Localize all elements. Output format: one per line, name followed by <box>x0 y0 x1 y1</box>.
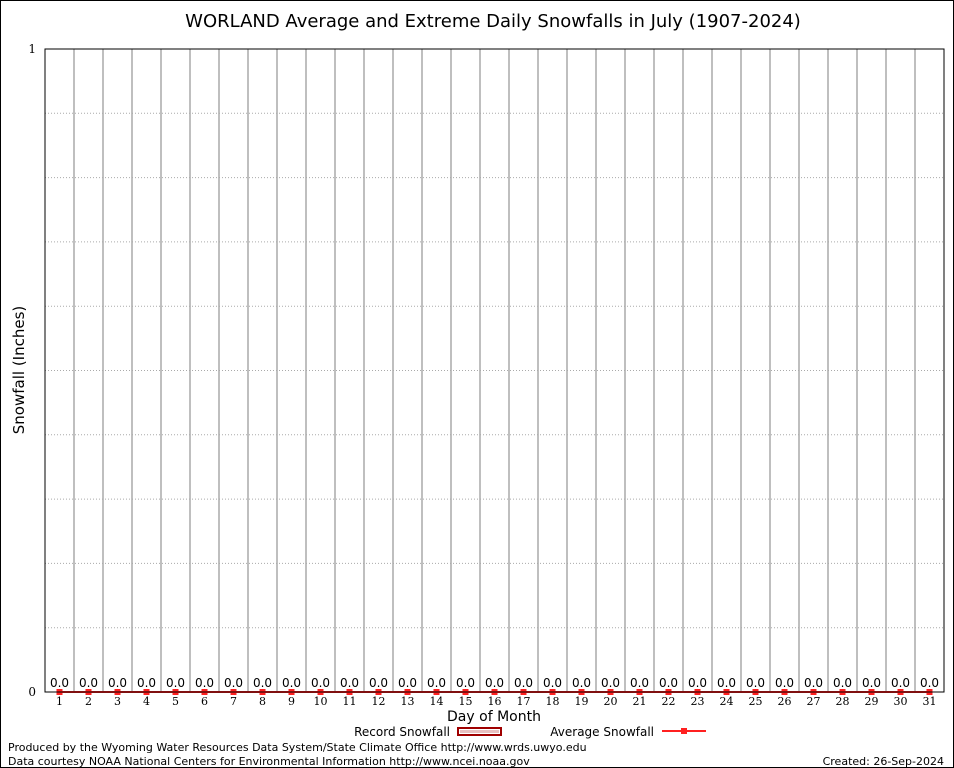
record-label: 0.0 <box>833 676 852 690</box>
x-axis-label: Day of Month <box>447 709 541 725</box>
x-tick-label: 14 <box>430 695 444 708</box>
record-label: 0.0 <box>862 676 881 690</box>
x-tick-label: 24 <box>720 695 734 708</box>
x-tick-label: 6 <box>201 695 208 708</box>
x-tick-label: 20 <box>604 695 618 708</box>
record-label: 0.0 <box>427 676 446 690</box>
x-tick-label: 16 <box>488 695 502 708</box>
x-tick-label: 26 <box>778 695 792 708</box>
record-label: 0.0 <box>108 676 127 690</box>
record-label: 0.0 <box>891 676 910 690</box>
data-labels: 0.0 0.0 0.0 0.0 0.0 0.0 0.0 0.0 0.0 0.0 0.0 0.0 0.0 0… <box>50 676 939 690</box>
x-tick-label: 4 <box>143 695 150 708</box>
legend-average-marker <box>681 728 687 734</box>
x-tick-label: 18 <box>546 695 560 708</box>
footer-courtesy: Data courtesy NOAA National Centers for … <box>8 755 530 768</box>
record-label: 0.0 <box>224 676 243 690</box>
x-tick-label: 28 <box>836 695 850 708</box>
x-tick-label: 27 <box>807 695 821 708</box>
x-tick-label: 8 <box>259 695 266 708</box>
x-ticks: 1 2 3 4 5 6 7 8 9 10 11 12 13 14 15 16 17 18 19 20 21 22 23 24 2… <box>56 695 937 708</box>
record-label: 0.0 <box>456 676 475 690</box>
record-label: 0.0 <box>311 676 330 690</box>
record-label: 0.0 <box>166 676 185 690</box>
x-tick-label: 2 <box>85 695 92 708</box>
x-tick-label: 5 <box>172 695 179 708</box>
record-label: 0.0 <box>79 676 98 690</box>
x-tick-label: 11 <box>343 695 357 708</box>
record-label: 0.0 <box>485 676 504 690</box>
y-axis-label: Snowfall (Inches) <box>10 306 28 434</box>
footer-created: Created: 26-Sep-2024 <box>823 755 944 768</box>
record-label: 0.0 <box>369 676 388 690</box>
record-label: 0.0 <box>804 676 823 690</box>
record-label: 0.0 <box>746 676 765 690</box>
y-tick-label: 1 <box>28 42 36 56</box>
legend-record-hatch <box>460 730 499 733</box>
legend: Record Snowfall Average Snowfall <box>354 725 706 739</box>
x-tick-label: 12 <box>372 695 386 708</box>
x-tick-label: 10 <box>314 695 328 708</box>
x-tick-label: 13 <box>401 695 415 708</box>
x-tick-label: 3 <box>114 695 121 708</box>
x-tick-label: 30 <box>894 695 908 708</box>
x-tick-label: 9 <box>288 695 295 708</box>
x-tick-label: 29 <box>865 695 879 708</box>
x-tick-label: 15 <box>459 695 473 708</box>
footer-produced: Produced by the Wyoming Water Resources … <box>8 741 587 754</box>
record-label: 0.0 <box>920 676 939 690</box>
x-tick-label: 31 <box>923 695 937 708</box>
record-label: 0.0 <box>572 676 591 690</box>
legend-average-label: Average Snowfall <box>550 725 654 739</box>
record-label: 0.0 <box>543 676 562 690</box>
record-label: 0.0 <box>253 676 272 690</box>
x-tick-label: 22 <box>662 695 676 708</box>
x-tick-label: 19 <box>575 695 589 708</box>
record-label: 0.0 <box>340 676 359 690</box>
record-label: 0.0 <box>50 676 69 690</box>
record-label: 0.0 <box>282 676 301 690</box>
grid <box>45 49 944 692</box>
record-label: 0.0 <box>601 676 620 690</box>
x-tick-label: 25 <box>749 695 763 708</box>
x-tick-label: 21 <box>633 695 647 708</box>
chart-title: WORLAND Average and Extreme Daily Snowfa… <box>185 11 801 32</box>
record-label: 0.0 <box>688 676 707 690</box>
record-label: 0.0 <box>514 676 533 690</box>
x-tick-label: 17 <box>517 695 531 708</box>
record-label: 0.0 <box>775 676 794 690</box>
record-label: 0.0 <box>137 676 156 690</box>
record-label: 0.0 <box>630 676 649 690</box>
record-label: 0.0 <box>398 676 417 690</box>
x-tick-label: 23 <box>691 695 705 708</box>
record-label: 0.0 <box>717 676 736 690</box>
x-tick-label: 1 <box>56 695 63 708</box>
y-ticks: 01 <box>28 42 36 699</box>
record-label: 0.0 <box>659 676 678 690</box>
record-label: 0.0 <box>195 676 214 690</box>
plot-frame <box>44 48 945 693</box>
x-tick-label: 7 <box>230 695 237 708</box>
legend-record-label: Record Snowfall <box>354 725 450 739</box>
y-tick-label: 0 <box>28 685 36 699</box>
